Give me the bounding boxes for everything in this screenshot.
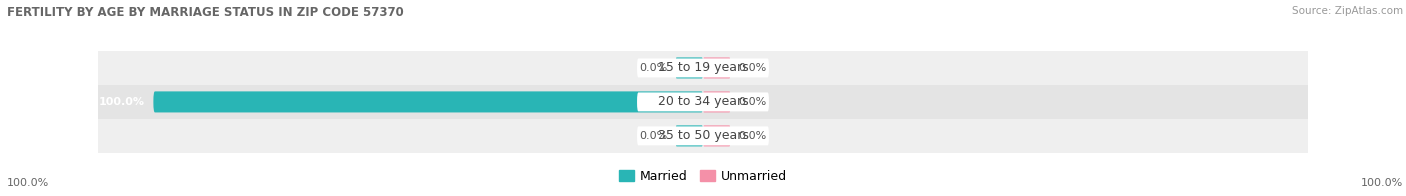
Text: 35 to 50 years: 35 to 50 years [658,129,748,142]
Text: 0.0%: 0.0% [638,131,668,141]
Text: Source: ZipAtlas.com: Source: ZipAtlas.com [1292,6,1403,16]
Text: 100.0%: 100.0% [100,97,145,107]
Legend: Married, Unmarried: Married, Unmarried [613,165,793,188]
FancyBboxPatch shape [703,91,731,113]
FancyBboxPatch shape [637,58,769,77]
FancyBboxPatch shape [153,91,703,113]
Bar [98,119,1308,153]
Text: FERTILITY BY AGE BY MARRIAGE STATUS IN ZIP CODE 57370: FERTILITY BY AGE BY MARRIAGE STATUS IN Z… [7,6,404,19]
FancyBboxPatch shape [637,126,769,145]
Text: 0.0%: 0.0% [738,131,768,141]
Bar [98,85,1308,119]
FancyBboxPatch shape [675,57,703,78]
Text: 0.0%: 0.0% [738,63,768,73]
Text: 100.0%: 100.0% [7,178,49,188]
Text: 15 to 19 years: 15 to 19 years [658,62,748,74]
FancyBboxPatch shape [637,93,769,111]
FancyBboxPatch shape [703,57,731,78]
Bar [98,51,1308,85]
FancyBboxPatch shape [703,125,731,146]
Text: 100.0%: 100.0% [1361,178,1403,188]
Text: 20 to 34 years: 20 to 34 years [658,95,748,108]
Text: 0.0%: 0.0% [738,97,768,107]
FancyBboxPatch shape [675,125,703,146]
Text: 0.0%: 0.0% [638,63,668,73]
